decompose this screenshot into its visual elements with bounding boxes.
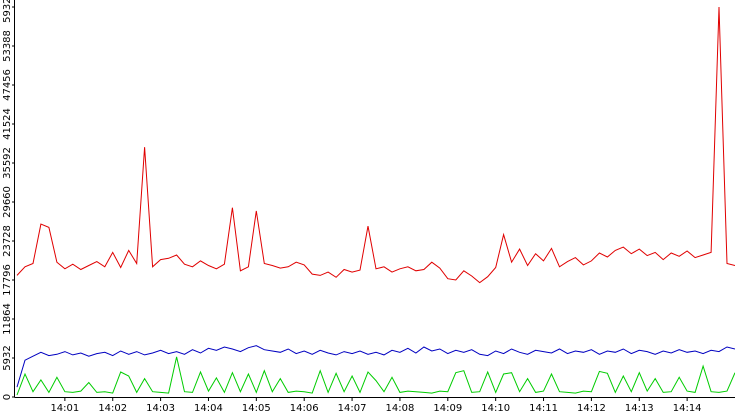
y-tick-label: 23728	[2, 225, 13, 257]
x-tick-label: 14:07	[338, 403, 367, 414]
x-tick-label: 14:12	[577, 403, 606, 414]
y-tick-label: 41524	[2, 108, 13, 140]
y-tick-label: 59320	[2, 0, 13, 23]
x-tick-label: 14:14	[673, 403, 702, 414]
series-line	[16, 356, 735, 396]
x-tick-label: 14:09	[433, 403, 462, 414]
y-tick-label: 53388	[2, 30, 13, 62]
x-tick-label: 14:04	[194, 403, 223, 414]
y-tick-label: 47456	[2, 69, 13, 101]
x-tick-label: 14:13	[625, 403, 654, 414]
x-tick-label: 14:06	[290, 403, 319, 414]
x-tick-label: 14:10	[481, 403, 510, 414]
x-tick-label: 14:01	[50, 403, 79, 414]
x-tick-label: 14:03	[146, 403, 175, 414]
series-line	[16, 6, 735, 284]
x-tick-label: 14:08	[386, 403, 415, 414]
series-line	[16, 345, 735, 388]
x-tick-label: 14:11	[529, 403, 558, 414]
y-tick-label: 11864	[2, 303, 13, 335]
x-tick-label: 14:02	[98, 403, 127, 414]
x-tick-label: 14:05	[242, 403, 271, 414]
y-tick-label: 35592	[2, 147, 13, 179]
y-tick-label: 0	[2, 394, 13, 400]
y-tick-label: 29660	[2, 186, 13, 218]
y-tick-label: 5932	[2, 345, 13, 370]
y-tick-label: 17796	[2, 264, 13, 296]
